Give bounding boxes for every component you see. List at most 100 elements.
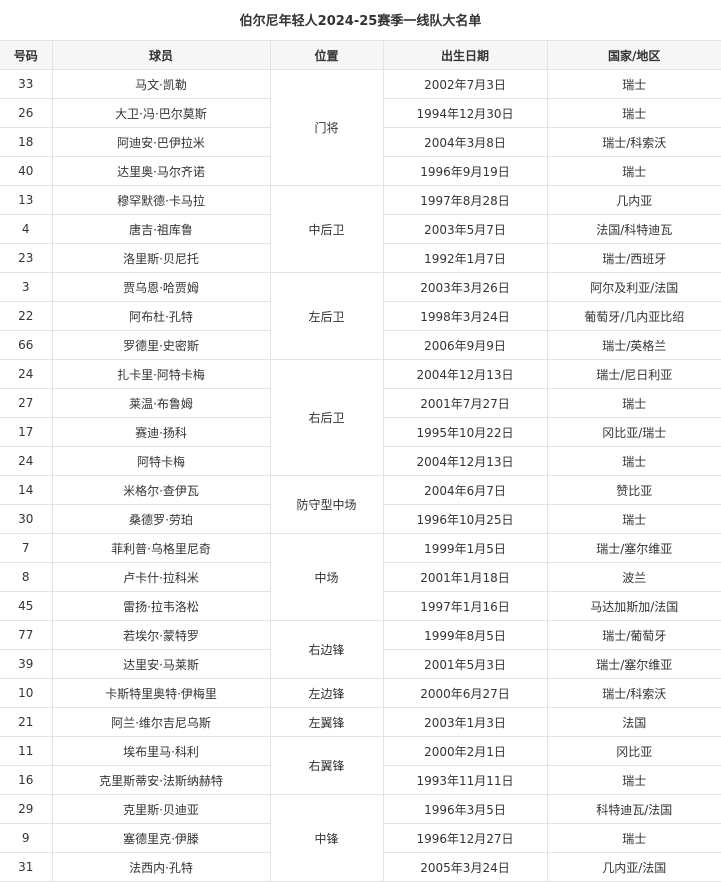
player-birth-date: 2000年2月1日: [382, 736, 548, 766]
player-name: 罗德里·史密斯: [51, 330, 271, 360]
player-nation: 法国: [546, 707, 721, 737]
player-number: 14: [0, 475, 53, 505]
player-birth-date: 2001年7月27日: [382, 388, 548, 418]
player-position: 中后卫: [269, 185, 384, 273]
player-birth-date: 2002年7月3日: [382, 69, 548, 99]
player-number: 30: [0, 504, 53, 534]
player-nation: 科特迪瓦/法国: [546, 794, 721, 824]
player-number: 40: [0, 156, 53, 186]
player-birth-date: 2004年3月8日: [382, 127, 548, 157]
player-name: 若埃尔·蒙特罗: [51, 620, 271, 650]
table-row: 40 达里奥·马尔齐诺 1996年9月19日 瑞士: [0, 156, 721, 186]
player-position: 左翼锋: [269, 707, 384, 737]
table-row: 3 贾乌恩·哈贾姆 左后卫 2003年3月26日 阿尔及利亚/法国: [0, 272, 721, 360]
player-position: 右翼锋: [269, 736, 384, 795]
player-birth-date: 2001年5月3日: [382, 649, 548, 679]
player-birth-date: 1992年1月7日: [382, 243, 548, 273]
player-birth-date: 1997年8月28日: [382, 185, 548, 215]
player-name: 赛迪·扬科: [51, 417, 271, 447]
player-birth-date: 2000年6月27日: [382, 678, 548, 708]
player-birth-date: 2001年1月18日: [382, 562, 548, 592]
player-number: 13: [0, 185, 53, 215]
header-row: 号码 球员 位置 出生日期 国家/地区: [0, 40, 721, 70]
player-birth-date: 1998年3月24日: [382, 301, 548, 331]
player-name: 克里斯·贝迪亚: [51, 794, 271, 824]
player-nation: 瑞士: [546, 98, 721, 128]
roster-body: 33 马文·凯勒 门将 2002年7月3日 瑞士 26 大卫·冯·巴尔莫斯 1994年12月3…: [0, 69, 721, 882]
player-name: 桑德罗·劳珀: [51, 504, 271, 534]
player-name: 雷扬·拉韦洛松: [51, 591, 271, 621]
player-number: 7: [0, 533, 53, 563]
player-name: 洛里斯·贝尼托: [51, 243, 271, 273]
player-position: 防守型中场: [269, 475, 384, 534]
player-name: 扎卡里·阿特卡梅: [51, 359, 271, 389]
player-nation: 几内亚: [546, 185, 721, 215]
player-birth-date: 1996年9月19日: [382, 156, 548, 186]
table-row: 11 埃布里马·科利 右翼锋 2000年2月1日 冈比亚: [0, 736, 721, 795]
player-name: 达里安·马莱斯: [51, 649, 271, 679]
player-nation: 阿尔及利亚/法国: [546, 272, 721, 302]
player-name: 塞德里克·伊滕: [51, 823, 271, 853]
player-nation: 瑞士: [546, 504, 721, 534]
player-name: 菲利普·乌格里尼奇: [51, 533, 271, 563]
player-birth-date: 2004年12月13日: [382, 359, 548, 389]
player-nation: 瑞士/西班牙: [546, 243, 721, 273]
player-nation: 马达加斯加/法国: [546, 591, 721, 621]
player-birth-date: 1993年11月11日: [382, 765, 548, 795]
player-nation: 瑞士: [546, 446, 721, 476]
player-name: 米格尔·查伊瓦: [51, 475, 271, 505]
player-number: 33: [0, 69, 53, 99]
player-name: 法西内·孔特: [51, 852, 271, 882]
player-number: 22: [0, 301, 53, 331]
table-title: 伯尔尼年轻人2024-25赛季一线队大名单: [239, 14, 482, 29]
player-birth-date: 1996年3月5日: [382, 794, 548, 824]
player-number: 11: [0, 736, 53, 766]
player-number: 27: [0, 388, 53, 418]
table-row: 17 赛迪·扬科 1995年10月22日 冈比亚/瑞士: [0, 417, 721, 447]
player-number: 17: [0, 417, 53, 447]
table-row: 14 米格尔·查伊瓦 防守型中场 2004年6月7日 赞比亚: [0, 475, 721, 534]
player-nation: 瑞士/科索沃: [546, 127, 721, 157]
player-birth-date: 1999年8月5日: [382, 620, 548, 650]
player-name: 达里奥·马尔齐诺: [51, 156, 271, 186]
player-name: 阿兰·维尔吉尼乌斯: [51, 707, 271, 737]
player-name: 埃布里马·科利: [51, 736, 271, 766]
player-number: 4: [0, 214, 53, 244]
player-position: 右边锋: [269, 620, 384, 679]
table-row: 18 阿迪安·巴伊拉米 2004年3月8日 瑞士/科索沃: [0, 127, 721, 157]
player-number: 10: [0, 678, 53, 708]
player-position: 左后卫: [269, 272, 384, 360]
player-birth-date: 1996年10月25日: [382, 504, 548, 534]
player-position: 右后卫: [269, 359, 384, 476]
player-birth-date: 1997年1月16日: [382, 591, 548, 621]
player-nation: 瑞士/科索沃: [546, 678, 721, 708]
player-number: 24: [0, 359, 53, 389]
player-nation: 瑞士: [546, 823, 721, 853]
table-row: 45 雷扬·拉韦洛松 1997年1月16日 马达加斯加/法国: [0, 591, 721, 621]
player-nation: 瑞士: [546, 69, 721, 99]
player-number: 31: [0, 852, 53, 882]
player-name: 马文·凯勒: [51, 69, 271, 99]
player-nation: 几内亚/法国: [546, 852, 721, 882]
player-number: 9: [0, 823, 53, 853]
player-number: 77: [0, 620, 53, 650]
player-birth-date: 2003年3月26日: [382, 272, 548, 302]
player-birth-date: 1995年10月22日: [382, 417, 548, 447]
table-row: 13 穆罕默德·卡马拉 中后卫 1997年8月28日 几内亚: [0, 185, 721, 273]
player-nation: 瑞士/尼日利亚: [546, 359, 721, 389]
player-name: 贾乌恩·哈贾姆: [51, 272, 271, 302]
table-row: 66 罗德里·史密斯 2006年9月9日 瑞士/英格兰: [0, 330, 721, 360]
player-name: 卢卡什·拉科米: [51, 562, 271, 592]
player-number: 23: [0, 243, 53, 273]
table-row: 23 洛里斯·贝尼托 1992年1月7日 瑞士/西班牙: [0, 243, 721, 273]
player-birth-date: 2003年5月7日: [382, 214, 548, 244]
player-birth-date: 2004年12月13日: [382, 446, 548, 476]
table-row: 77 若埃尔·蒙特罗 右边锋 1999年8月5日 瑞士/葡萄牙: [0, 620, 721, 679]
player-number: 24: [0, 446, 53, 476]
table-row: 4 唐吉·祖库鲁 2003年5月7日 法国/科特迪瓦: [0, 214, 721, 244]
player-birth-date: 1994年12月30日: [382, 98, 548, 128]
player-name: 莱温·布鲁姆: [51, 388, 271, 418]
table-row: 30 桑德罗·劳珀 1996年10月25日 瑞士: [0, 504, 721, 534]
player-nation: 瑞士/塞尔维亚: [546, 533, 721, 563]
player-birth-date: 1999年1月5日: [382, 533, 548, 563]
